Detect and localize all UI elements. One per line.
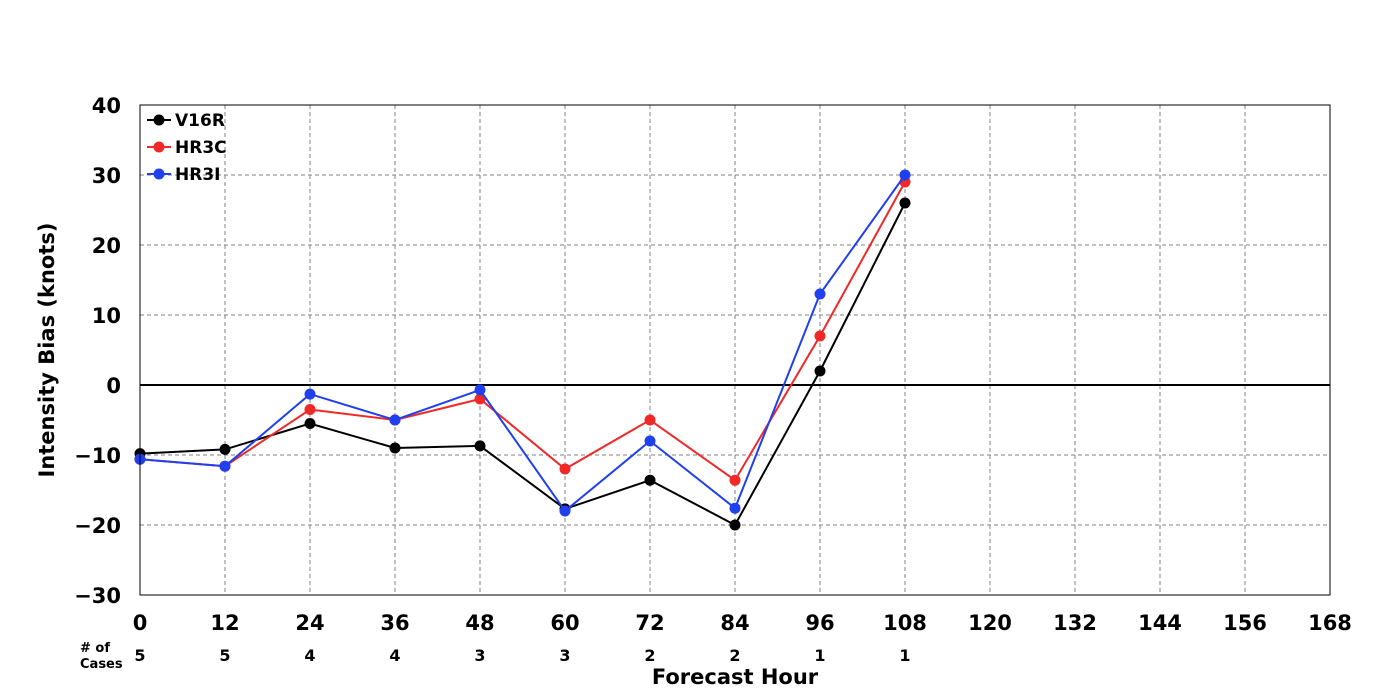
x-tick-132: 132 xyxy=(1053,611,1097,635)
series-v16r xyxy=(134,197,911,531)
x-axis-label: Forecast Hour xyxy=(652,665,819,689)
case-count-96: 1 xyxy=(814,646,825,665)
legend-item-hr3i: HR3I xyxy=(147,165,220,185)
case-count-60: 3 xyxy=(559,646,570,665)
legend-label-v16r: V16R xyxy=(175,111,225,131)
x-tick-0: 0 xyxy=(133,611,148,635)
point-hr3i-108 xyxy=(899,169,911,181)
case-count-72: 2 xyxy=(644,646,655,665)
x-tick-24: 24 xyxy=(295,611,324,635)
legend-item-v16r: V16R xyxy=(147,111,225,131)
x-tick-96: 96 xyxy=(805,611,834,635)
point-hr3i-84 xyxy=(729,502,741,514)
x-tick-labels: 0 12 24 36 48 60 72 84 96 108 120 132 144 156 168 xyxy=(133,611,1352,635)
legend-marker-v16r xyxy=(153,114,165,126)
y-tick-40: 40 xyxy=(92,94,121,118)
point-v16r-96 xyxy=(814,365,826,377)
case-count-48: 3 xyxy=(474,646,485,665)
legend-item-hr3c: HR3C xyxy=(147,138,227,158)
point-v16r-84 xyxy=(729,519,741,531)
cases-label-line-1: # of xyxy=(80,641,110,656)
point-v16r-72 xyxy=(644,474,656,486)
series-line-hr3c xyxy=(139,181,906,482)
x-tick-120: 120 xyxy=(968,611,1012,635)
y-axis-label: Intensity Bias (knots) xyxy=(35,223,59,478)
series-hr3i xyxy=(134,169,911,517)
case-count-0: 5 xyxy=(134,646,145,665)
point-hr3i-12 xyxy=(219,460,231,472)
point-hr3c-24 xyxy=(304,404,316,415)
point-hr3i-96 xyxy=(814,288,826,300)
x-tick-156: 156 xyxy=(1223,611,1267,635)
point-v16r-36 xyxy=(389,442,401,454)
x-tick-60: 60 xyxy=(550,611,579,635)
y-tick--20: −20 xyxy=(74,514,121,538)
y-tick--30: −30 xyxy=(74,584,121,608)
legend-label-hr3i: HR3I xyxy=(175,165,220,185)
series-line-hr3i xyxy=(139,174,906,513)
legend-label-hr3c: HR3C xyxy=(175,138,227,158)
y-tick-10: 10 xyxy=(92,304,121,328)
point-hr3i-36 xyxy=(389,414,401,426)
x-tick-144: 144 xyxy=(1138,611,1182,635)
plot-frame xyxy=(139,104,1331,596)
x-tick-36: 36 xyxy=(380,611,409,635)
point-hr3c-60 xyxy=(559,463,571,475)
point-hr3c-96 xyxy=(814,330,826,342)
y-tick-30: 30 xyxy=(92,164,121,188)
x-tick-108: 108 xyxy=(883,611,927,635)
point-hr3i-24 xyxy=(304,388,316,400)
x-tick-12: 12 xyxy=(210,611,239,635)
series-hr3c xyxy=(134,176,911,486)
point-hr3c-48 xyxy=(474,393,486,405)
point-v16r-12 xyxy=(219,443,231,455)
x-tick-72: 72 xyxy=(635,611,664,635)
legend-marker-hr3i xyxy=(153,168,165,180)
y-tick-20: 20 xyxy=(92,234,121,258)
x-tick-84: 84 xyxy=(720,611,749,635)
y-tick-labels: −30 −20 −10 0 10 20 30 40 xyxy=(74,94,121,608)
y-tick--10: −10 xyxy=(74,444,121,468)
series-layer xyxy=(134,169,911,531)
case-count-36: 4 xyxy=(389,646,400,665)
point-v16r-24 xyxy=(304,418,316,429)
point-v16r-48 xyxy=(474,440,486,452)
point-hr3i-48 xyxy=(474,384,486,396)
case-count-24: 4 xyxy=(304,646,315,665)
point-hr3i-72 xyxy=(644,435,656,447)
case-count-12: 5 xyxy=(219,646,230,665)
x-tick-48: 48 xyxy=(465,611,494,635)
point-v16r-108 xyxy=(899,197,911,209)
cases-label-line-2: Cases xyxy=(80,657,123,672)
point-hr3c-72 xyxy=(644,414,656,426)
point-hr3i-60 xyxy=(559,505,571,517)
legend-marker-hr3c xyxy=(153,141,165,153)
point-hr3c-84 xyxy=(729,474,741,486)
legend: V16R HR3C HR3I xyxy=(147,111,227,185)
case-count-108: 1 xyxy=(899,646,910,665)
series-line-v16r xyxy=(139,202,906,527)
cases-row: 5 5 4 4 3 3 2 2 1 1 xyxy=(134,646,910,665)
y-tick-0: 0 xyxy=(106,374,121,398)
case-count-84: 2 xyxy=(729,646,740,665)
x-tick-168: 168 xyxy=(1308,611,1352,635)
